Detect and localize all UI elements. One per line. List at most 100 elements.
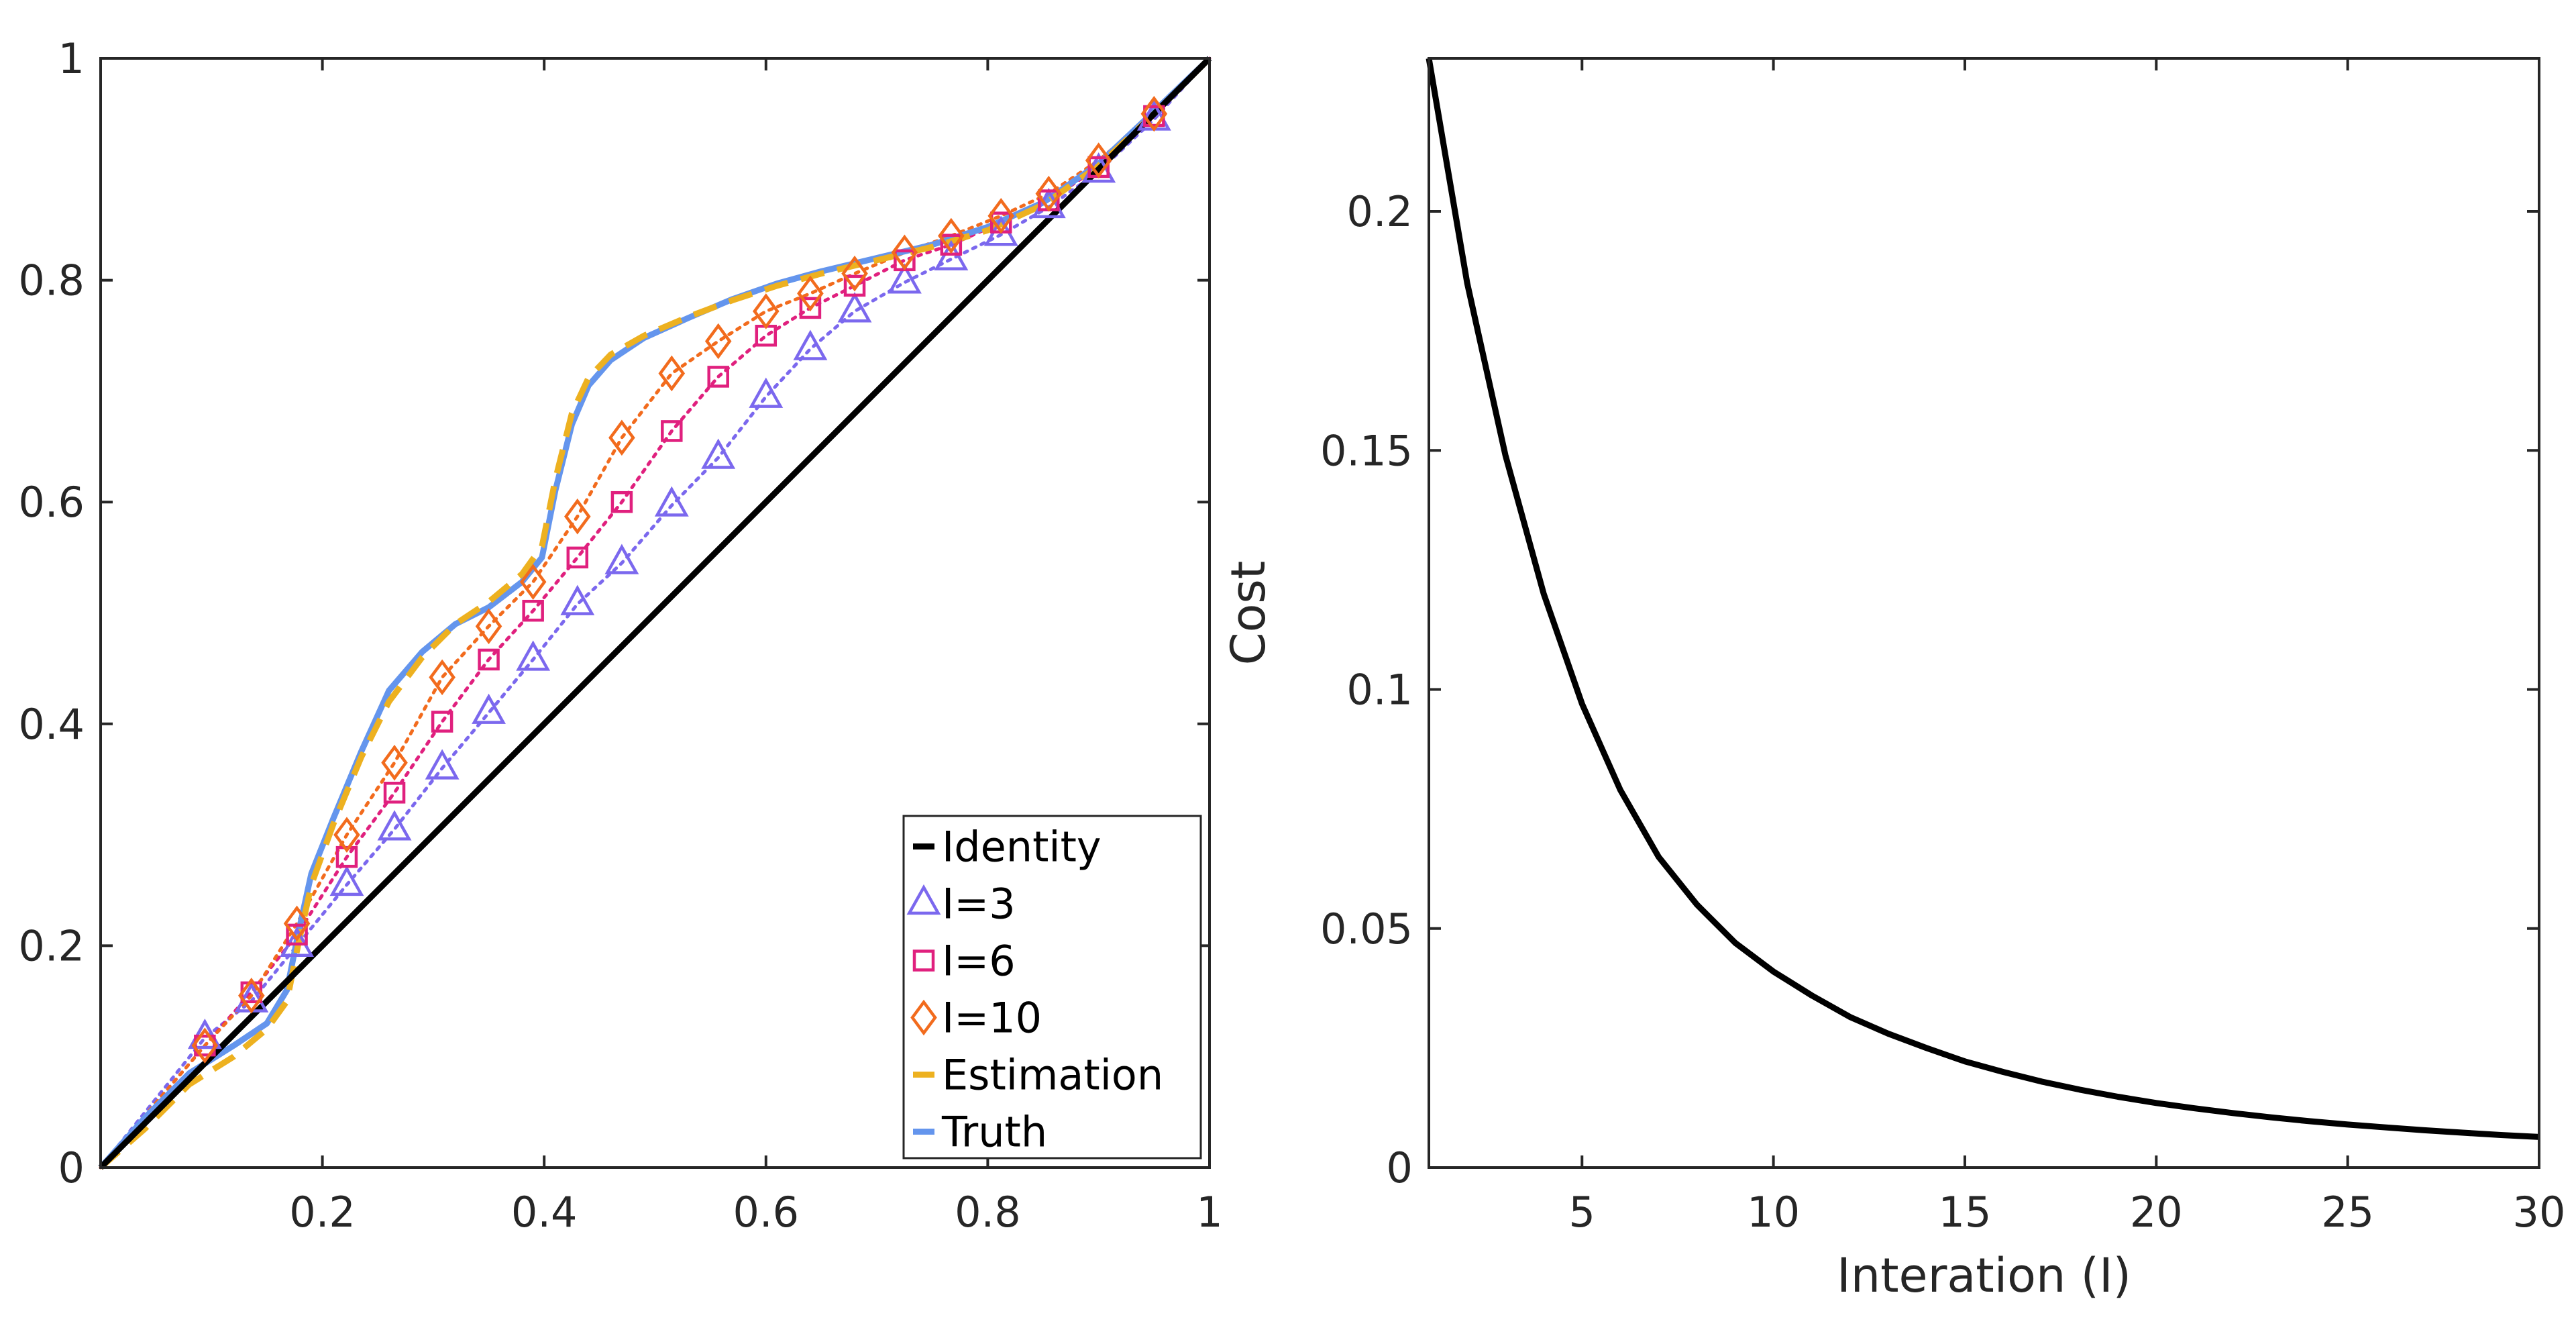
marker-i-3 bbox=[604, 544, 639, 574]
marker-i-6 bbox=[194, 1034, 216, 1057]
marker-i-3 bbox=[887, 263, 922, 294]
marker-i-10 bbox=[283, 905, 311, 942]
marker-i-3 bbox=[837, 292, 872, 323]
left-plot-lines bbox=[98, 56, 1212, 1170]
y-tick-label: 0.4 bbox=[18, 700, 85, 749]
x-tick-label: 0.6 bbox=[733, 1188, 799, 1237]
marker-i-3 bbox=[329, 865, 364, 896]
marker-i-10 bbox=[704, 323, 732, 360]
marker-i-6 bbox=[383, 782, 406, 804]
x-axis-title: Interation (I) bbox=[1837, 1248, 2131, 1303]
marker-i-3 bbox=[654, 486, 689, 517]
marker-i-6 bbox=[661, 420, 683, 442]
legend-label: Truth bbox=[941, 1108, 1047, 1157]
marker-i-10 bbox=[1035, 175, 1063, 212]
x-tick-label: 30 bbox=[2513, 1188, 2566, 1237]
marker-i-10 bbox=[333, 817, 360, 853]
left-axes-frame bbox=[99, 57, 1211, 1169]
marker-i-10 bbox=[519, 564, 547, 601]
left-ticks: 0.2 0.4 0.6 0.8 1 0 0.2 0.4 0.6 0.8 1 bbox=[18, 34, 1222, 1237]
right-chart: 5 10 15 20 25 30 0 0.05 0.1 0.15 0.2 Interation (I… bbox=[1221, 57, 2566, 1303]
y-tick-label: 0.2 bbox=[1346, 187, 1413, 236]
y-tick-label: 0 bbox=[58, 1143, 85, 1192]
legend-label: I=3 bbox=[942, 880, 1016, 929]
marker-i-3 bbox=[560, 584, 595, 615]
legend-marker bbox=[906, 884, 941, 915]
marker-i-3 bbox=[701, 438, 736, 469]
marker-i-6 bbox=[707, 366, 729, 388]
series-line-estimation bbox=[99, 56, 1212, 1170]
x-tick-label: 5 bbox=[1569, 1188, 1595, 1237]
y-tick-label: 0.2 bbox=[18, 921, 85, 970]
legend-label: I=10 bbox=[942, 994, 1042, 1043]
marker-i-6 bbox=[940, 234, 963, 256]
marker-i-10 bbox=[475, 608, 502, 645]
x-tick-label: 0.2 bbox=[289, 1188, 356, 1237]
marker-i-10 bbox=[753, 293, 780, 329]
marker-i-3 bbox=[749, 377, 784, 408]
marker-i-6 bbox=[478, 648, 500, 671]
marker-i-10 bbox=[608, 419, 635, 456]
marker-i-10 bbox=[381, 744, 408, 781]
left-chart: 0.2 0.4 0.6 0.8 100.20.40.60.81 IdentityI=3I… bbox=[18, 34, 1222, 1237]
x-tick-label: 1 bbox=[1196, 1188, 1222, 1237]
marker-i-3 bbox=[472, 693, 506, 724]
x-tick-label: 15 bbox=[1939, 1188, 1992, 1237]
marker-i-10 bbox=[938, 217, 965, 254]
series-line-i-3 bbox=[99, 56, 1212, 1170]
x-tick-label: 0.4 bbox=[511, 1188, 578, 1237]
marker-i-10 bbox=[658, 355, 686, 392]
legend-marker bbox=[912, 949, 935, 972]
legend-label: I=6 bbox=[942, 937, 1016, 986]
marker-i-6 bbox=[335, 845, 358, 868]
left-plot-markers bbox=[187, 95, 1171, 1064]
legend-marker bbox=[910, 999, 937, 1036]
marker-i-10 bbox=[891, 234, 918, 271]
marker-i-10 bbox=[1140, 95, 1168, 132]
y-tick-label: 0.6 bbox=[18, 478, 85, 527]
legend-label: Estimation bbox=[942, 1051, 1163, 1100]
marker-i-3 bbox=[516, 640, 551, 671]
marker-i-3 bbox=[793, 329, 828, 360]
right-axes-frame bbox=[1428, 57, 2540, 1169]
marker-i-6 bbox=[566, 546, 589, 569]
y-tick-label: 1 bbox=[58, 34, 85, 83]
y-tick-label: 0.15 bbox=[1320, 426, 1413, 475]
y-tick-label: 0 bbox=[1387, 1143, 1413, 1192]
marker-i-6 bbox=[843, 274, 866, 297]
marker-i-10 bbox=[429, 659, 455, 696]
marker-i-10 bbox=[564, 498, 591, 535]
marker-i-3 bbox=[934, 240, 969, 270]
marker-i-3 bbox=[377, 810, 412, 841]
marker-i-3 bbox=[1031, 187, 1066, 219]
legend-box bbox=[902, 815, 1202, 1159]
marker-i-6 bbox=[522, 599, 544, 622]
y-tick-label: 0.1 bbox=[1346, 666, 1413, 715]
marker-i-10 bbox=[841, 255, 868, 292]
marker-i-10 bbox=[987, 197, 1015, 234]
series-line-i-10 bbox=[99, 56, 1212, 1170]
marker-i-6 bbox=[431, 711, 453, 733]
series-line-identity bbox=[98, 56, 1212, 1170]
y-tick-label: 0.8 bbox=[18, 256, 85, 305]
right-plot-lines bbox=[1426, 58, 2540, 1140]
x-tick-label: 0.8 bbox=[955, 1188, 1021, 1237]
marker-i-10 bbox=[191, 1027, 219, 1064]
legend-label: Identity bbox=[942, 823, 1102, 872]
right-ticks: 5 10 15 20 25 30 0 0.05 0.1 0.15 0.2 bbox=[1320, 58, 2566, 1237]
x-tick-label: 10 bbox=[1747, 1188, 1800, 1237]
x-tick-label: 25 bbox=[2321, 1188, 2374, 1237]
marker-i-6 bbox=[610, 491, 633, 513]
marker-i-3 bbox=[187, 1019, 222, 1049]
marker-i-10 bbox=[797, 275, 824, 312]
legend: Identity I=3 I=6 I=10 Estimation Truth bbox=[902, 815, 1202, 1159]
marker-i-6 bbox=[799, 297, 822, 319]
y-axis-title: Cost bbox=[1221, 561, 1276, 666]
marker-i-3 bbox=[280, 926, 315, 958]
x-tick-label: 20 bbox=[2130, 1188, 2183, 1237]
marker-i-6 bbox=[286, 923, 308, 946]
marker-i-10 bbox=[1085, 142, 1112, 178]
marker-i-3 bbox=[425, 749, 460, 780]
